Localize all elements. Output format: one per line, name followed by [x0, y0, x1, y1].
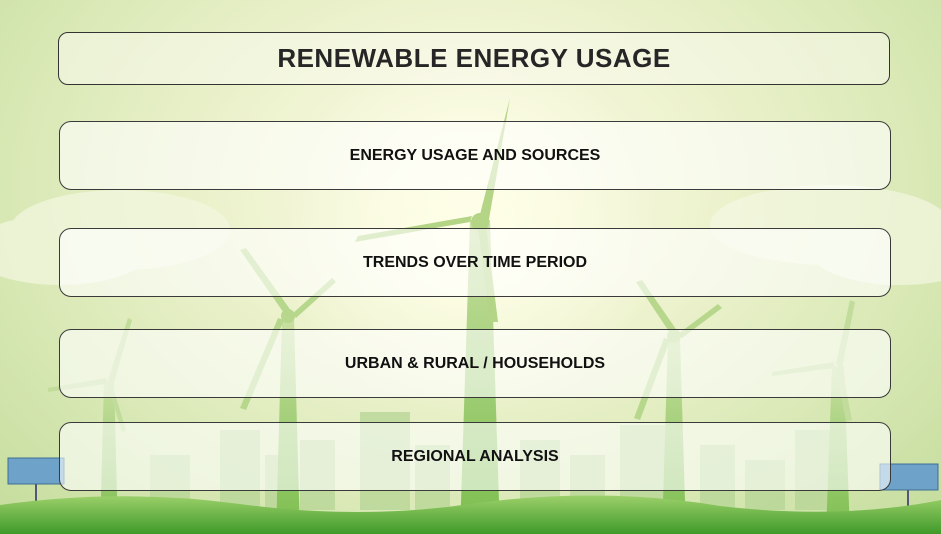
regional-analysis-label: REGIONAL ANALYSIS	[391, 447, 559, 465]
urban-rural-households-button[interactable]: URBAN & RURAL / HOUSEHOLDS	[59, 329, 891, 398]
grass-hills	[0, 495, 941, 534]
urban-rural-households-label: URBAN & RURAL / HOUSEHOLDS	[344, 354, 606, 372]
trends-over-time-label: TRENDS OVER TIME PERIOD	[362, 253, 588, 271]
regional-analysis-button[interactable]: REGIONAL ANALYSIS	[59, 422, 891, 491]
trends-over-time-button[interactable]: TRENDS OVER TIME PERIOD	[59, 228, 891, 297]
page-title-box: RENEWABLE ENERGY USAGE	[58, 32, 890, 85]
page-title: RENEWABLE ENERGY USAGE	[277, 43, 671, 73]
energy-usage-sources-label: ENERGY USAGE AND SOURCES	[349, 146, 601, 164]
energy-usage-sources-button[interactable]: ENERGY USAGE AND SOURCES	[59, 121, 891, 190]
